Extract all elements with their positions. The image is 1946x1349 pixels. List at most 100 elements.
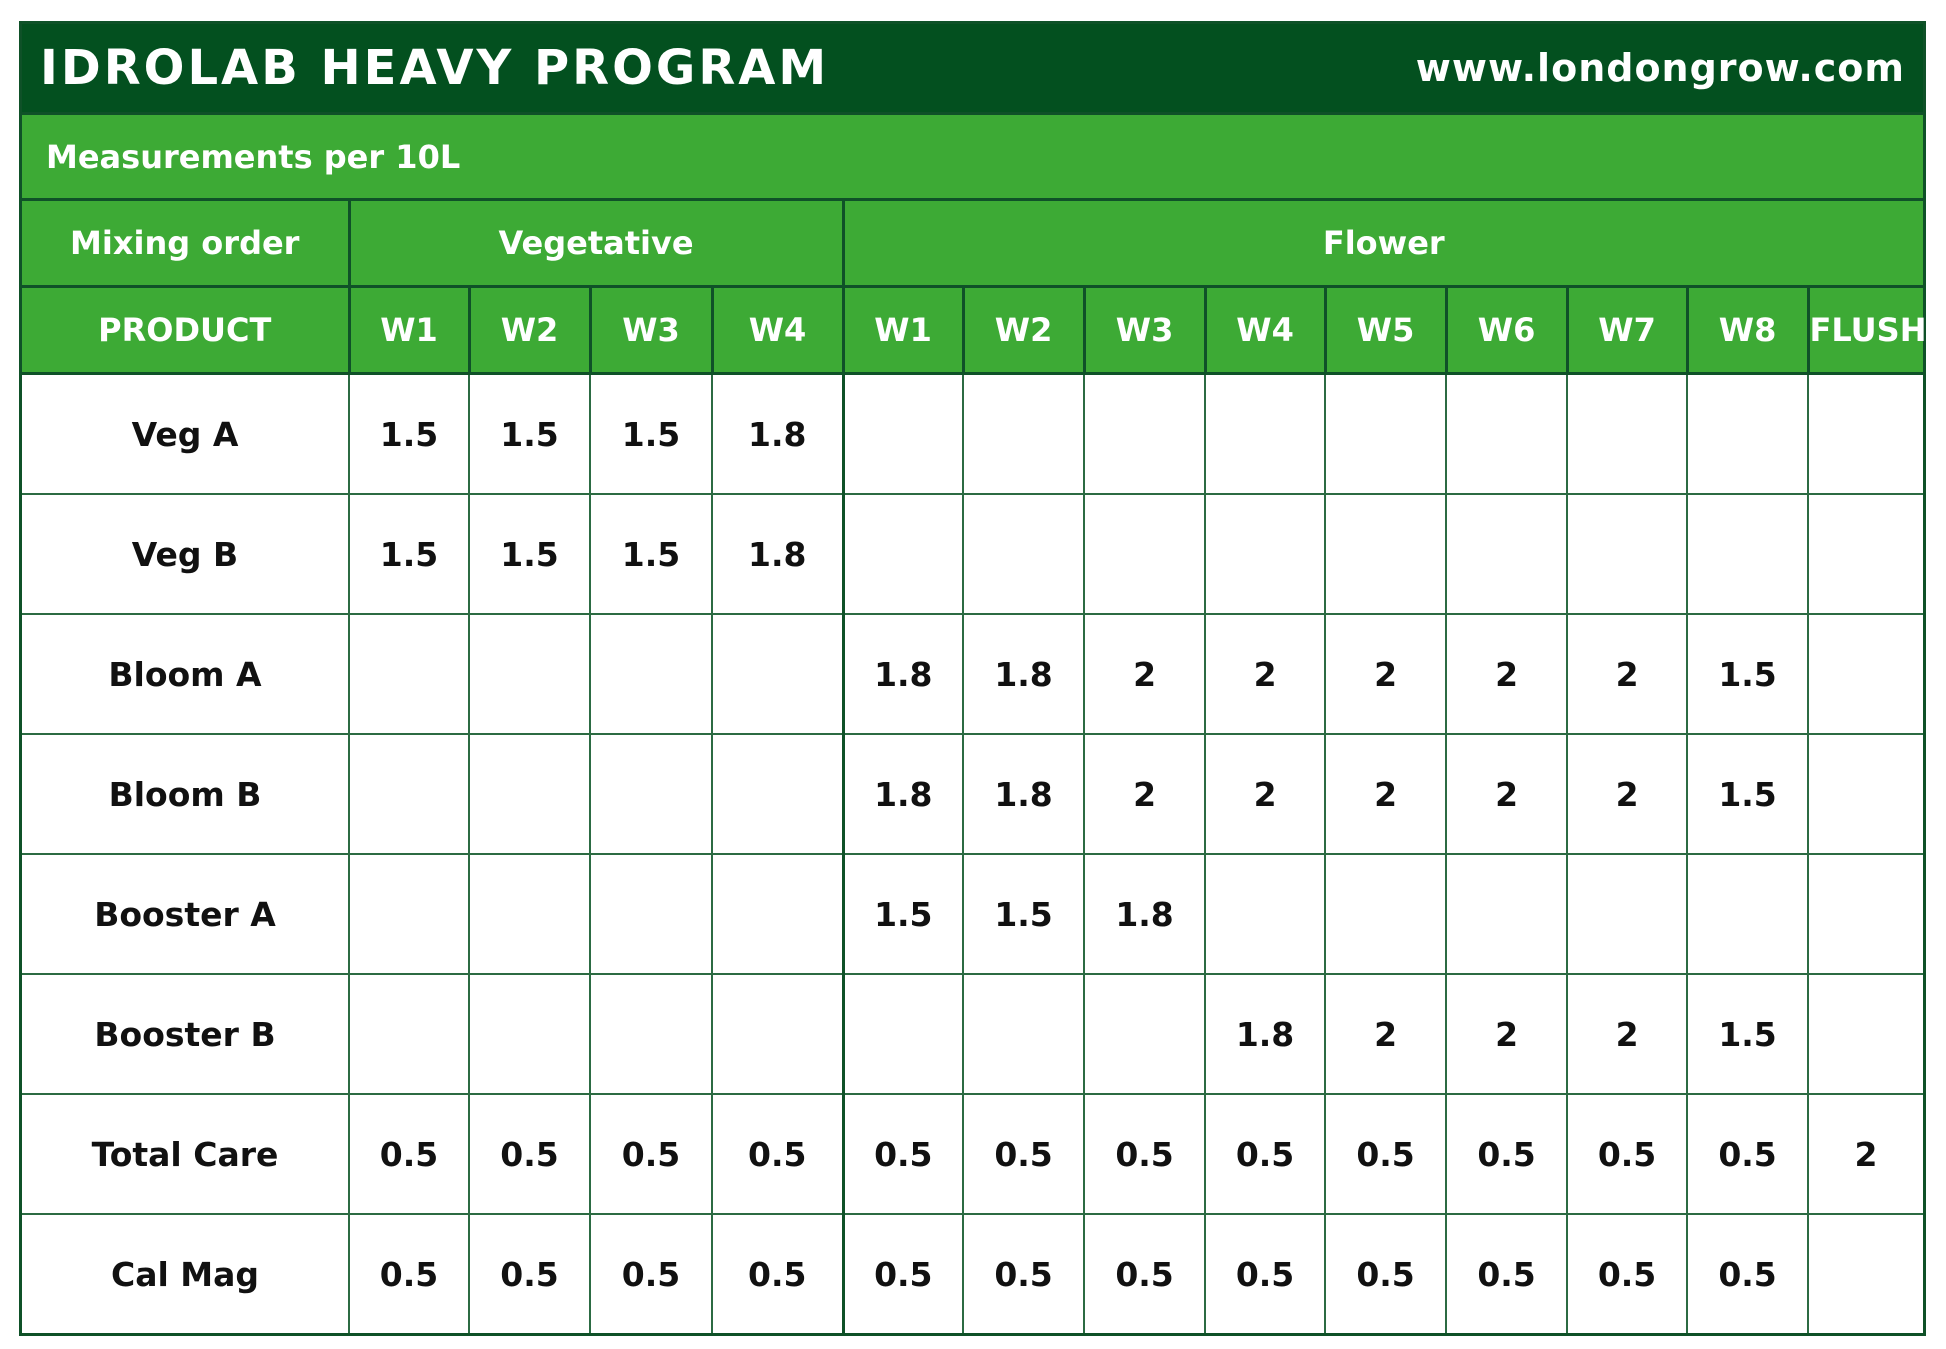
week-column-header: W8 [1685, 285, 1810, 375]
product-name: Booster B [22, 973, 350, 1095]
page-title: IDROLAB HEAVY PROGRAM [40, 40, 830, 96]
dose-cell [1807, 372, 1923, 495]
dose-cell [1083, 372, 1207, 495]
dose-cell [1445, 493, 1569, 615]
dose-cell [1083, 493, 1207, 615]
dose-cell [468, 613, 591, 735]
dose-cell: 2 [1445, 733, 1569, 855]
dose-cell: 2 [1324, 973, 1448, 1095]
dose-cell: 0.5 [1204, 1213, 1327, 1333]
dose-cell [1445, 853, 1569, 975]
dose-cell [1686, 853, 1810, 975]
dose-cell: 0.5 [1445, 1093, 1569, 1215]
table-row: Cal Mag 0.5 0.5 0.5 0.5 0.5 0.5 0.5 0.5 0.5 0.5 0.5… [22, 1213, 1923, 1333]
product-name: Bloom A [22, 613, 350, 735]
dose-cell: 2 [1083, 613, 1207, 735]
dose-cell [1807, 853, 1923, 975]
dose-cell: 1.8 [962, 613, 1086, 735]
feeding-chart: IDROLAB HEAVY PROGRAM www.londongrow.com… [19, 21, 1926, 1336]
dose-cell: 0.5 [1324, 1093, 1448, 1215]
dose-cell [1083, 973, 1207, 1095]
table-row: Veg B 1.5 1.5 1.5 1.8 [22, 493, 1923, 615]
table-row: Bloom B 1.8 1.8 2 2 2 2 2 1.5 [22, 733, 1923, 855]
dose-cell: 1.5 [468, 372, 591, 495]
dose-cell: 0.5 [1566, 1213, 1689, 1333]
dose-cell [1324, 853, 1448, 975]
dose-cell: 1.5 [468, 493, 591, 615]
dose-cell [710, 613, 845, 735]
dose-cell [1204, 372, 1327, 495]
dose-cell: 1.5 [841, 853, 965, 975]
dose-cell: 2 [1445, 613, 1569, 735]
table-row: Veg A 1.5 1.5 1.5 1.8 [22, 372, 1923, 495]
mixing-order-header: Mixing order [22, 198, 351, 288]
dose-cell [1807, 1213, 1923, 1333]
dose-cell: 1.5 [1686, 733, 1810, 855]
dose-cell [1445, 372, 1569, 495]
dose-cell [348, 853, 470, 975]
dose-cell [962, 493, 1086, 615]
dose-cell: 0.5 [1566, 1093, 1689, 1215]
product-column-header: PRODUCT [22, 285, 351, 375]
week-column-header: W5 [1323, 285, 1448, 375]
dose-cell [710, 853, 845, 975]
vegetative-header: Vegetative [347, 198, 845, 288]
dose-cell [1566, 493, 1689, 615]
dose-cell [1807, 733, 1923, 855]
dose-cell: 1.5 [348, 372, 470, 495]
dose-cell [1807, 973, 1923, 1095]
dose-cell [1566, 372, 1689, 495]
dose-cell [710, 733, 845, 855]
dose-cell [589, 613, 713, 735]
dose-cell [589, 853, 713, 975]
dose-cell: 0.5 [1083, 1213, 1207, 1333]
dose-cell: 2 [1324, 733, 1448, 855]
dose-cell [348, 973, 470, 1095]
dose-cell [962, 973, 1086, 1095]
dose-cell: 1.8 [1204, 973, 1327, 1095]
product-name: Total Care [22, 1093, 350, 1215]
dose-cell: 0.5 [589, 1213, 713, 1333]
column-header-row: PRODUCT W1 W2 W3 W4 W1 W2 W3 W4 W5 W6 W7 W8 FLUSH [22, 285, 1926, 375]
table-row: Total Care 0.5 0.5 0.5 0.5 0.5 0.5 0.5 0.5 0.5 0.5… [22, 1093, 1923, 1215]
dose-cell: 0.5 [1324, 1213, 1448, 1333]
dose-cell [468, 853, 591, 975]
dose-cell: 2 [1566, 613, 1689, 735]
dose-cell: 1.5 [589, 372, 713, 495]
dose-cell [468, 733, 591, 855]
week-column-header: W2 [467, 285, 592, 375]
week-column-header: W3 [1082, 285, 1207, 375]
flower-header: Flower [841, 198, 1923, 288]
dose-cell: 0.5 [589, 1093, 713, 1215]
product-name: Cal Mag [22, 1213, 350, 1333]
dose-cell: 1.8 [710, 372, 845, 495]
dose-cell [962, 372, 1086, 495]
dose-cell [1686, 372, 1810, 495]
table-row: Booster A 1.5 1.5 1.8 [22, 853, 1923, 975]
dose-cell [348, 733, 470, 855]
subtitle-bar: Measurements per 10L [22, 112, 1923, 198]
product-name: Veg B [22, 493, 350, 615]
dose-cell [1566, 853, 1689, 975]
dose-cell: 1.5 [589, 493, 713, 615]
week-column-header: W7 [1565, 285, 1689, 375]
dose-cell: 2 [1204, 733, 1327, 855]
dose-cell: 0.5 [468, 1213, 591, 1333]
dose-cell: 1.5 [1686, 973, 1810, 1095]
dose-cell: 1.5 [348, 493, 470, 615]
product-name: Veg A [22, 372, 350, 495]
week-column-header: W3 [588, 285, 714, 375]
dose-cell [841, 493, 965, 615]
dose-cell: 0.5 [710, 1093, 845, 1215]
week-column-header: W4 [1203, 285, 1327, 375]
dose-cell [1686, 493, 1810, 615]
dose-cell [1204, 853, 1327, 975]
dose-cell [841, 372, 965, 495]
dose-cell: 0.5 [468, 1093, 591, 1215]
table-row: Bloom A 1.8 1.8 2 2 2 2 2 1.5 [22, 613, 1923, 735]
dose-cell: 0.5 [1686, 1093, 1810, 1215]
website-text: www.londongrow.com [1415, 46, 1905, 90]
week-column-header: W6 [1444, 285, 1569, 375]
group-header-row: Mixing order Vegetative Flower [22, 198, 1923, 288]
product-name: Bloom B [22, 733, 350, 855]
